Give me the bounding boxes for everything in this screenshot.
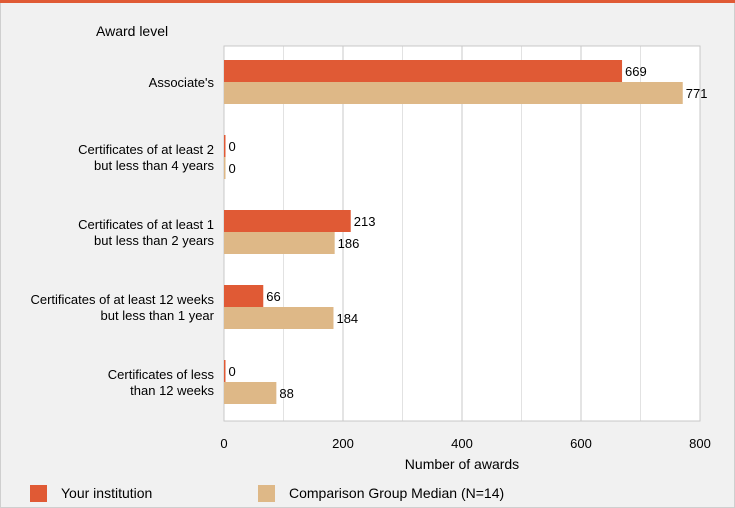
legend-label: Comparison Group Median (N=14) xyxy=(289,485,505,501)
legend-item-comparison-group: Comparison Group Median (N=14) xyxy=(258,483,504,503)
legend-swatch xyxy=(30,484,47,502)
x-tick-labels: 0 200 400 600 800 xyxy=(220,436,710,451)
bar-your-institution xyxy=(224,210,351,232)
data-label: 669 xyxy=(625,64,647,79)
category-label: Associate's xyxy=(149,75,215,90)
category-label: but less than 2 years xyxy=(94,233,214,248)
x-axis-title: Number of awards xyxy=(405,456,519,472)
category-label: but less than 4 years xyxy=(94,158,214,173)
x-tick-label: 800 xyxy=(689,436,711,451)
legend-swatch xyxy=(258,484,275,502)
x-tick-label: 0 xyxy=(220,436,227,451)
category-label: Certificates of at least 2 xyxy=(78,142,214,157)
legend-label: Your institution xyxy=(61,485,153,501)
data-label: 771 xyxy=(686,86,708,101)
data-label: 88 xyxy=(279,386,293,401)
x-tick-label: 600 xyxy=(570,436,592,451)
grid-lines xyxy=(223,45,701,422)
bar-your-institution xyxy=(224,60,623,82)
bar-your-institution xyxy=(224,135,226,157)
category-label: but less than 1 year xyxy=(101,308,215,323)
category-label: Certificates of less xyxy=(108,367,215,382)
bar-your-institution xyxy=(224,360,226,382)
bar-comparison-group xyxy=(224,157,226,179)
category-label: than 12 weeks xyxy=(130,383,214,398)
x-tick-label: 400 xyxy=(451,436,473,451)
data-label: 186 xyxy=(338,236,360,251)
data-label: 213 xyxy=(354,214,376,229)
bar-comparison-group xyxy=(224,382,277,404)
bar-chart: 669 771 0 0 213 186 66 184 0 88 Associate's Certif… xyxy=(30,23,710,472)
bar-your-institution xyxy=(224,285,264,307)
category-label: Certificates of at least 12 weeks xyxy=(30,292,214,307)
bars xyxy=(224,60,683,404)
category-label: Certificates of at least 1 xyxy=(78,217,214,232)
legend-item-your-institution: Your institution xyxy=(30,483,152,503)
bar-comparison-group xyxy=(224,232,335,254)
category-axis-title: Award level xyxy=(96,23,168,39)
data-labels: 669 771 0 0 213 186 66 184 0 88 xyxy=(229,64,708,401)
data-label: 0 xyxy=(229,364,236,379)
x-tick-label: 200 xyxy=(332,436,354,451)
top-accent-rule xyxy=(0,0,735,3)
data-label: 66 xyxy=(266,289,280,304)
bar-comparison-group xyxy=(224,82,683,104)
data-label: 0 xyxy=(229,139,236,154)
data-label: 0 xyxy=(229,161,236,176)
data-label: 184 xyxy=(336,311,358,326)
bar-comparison-group xyxy=(224,307,334,329)
